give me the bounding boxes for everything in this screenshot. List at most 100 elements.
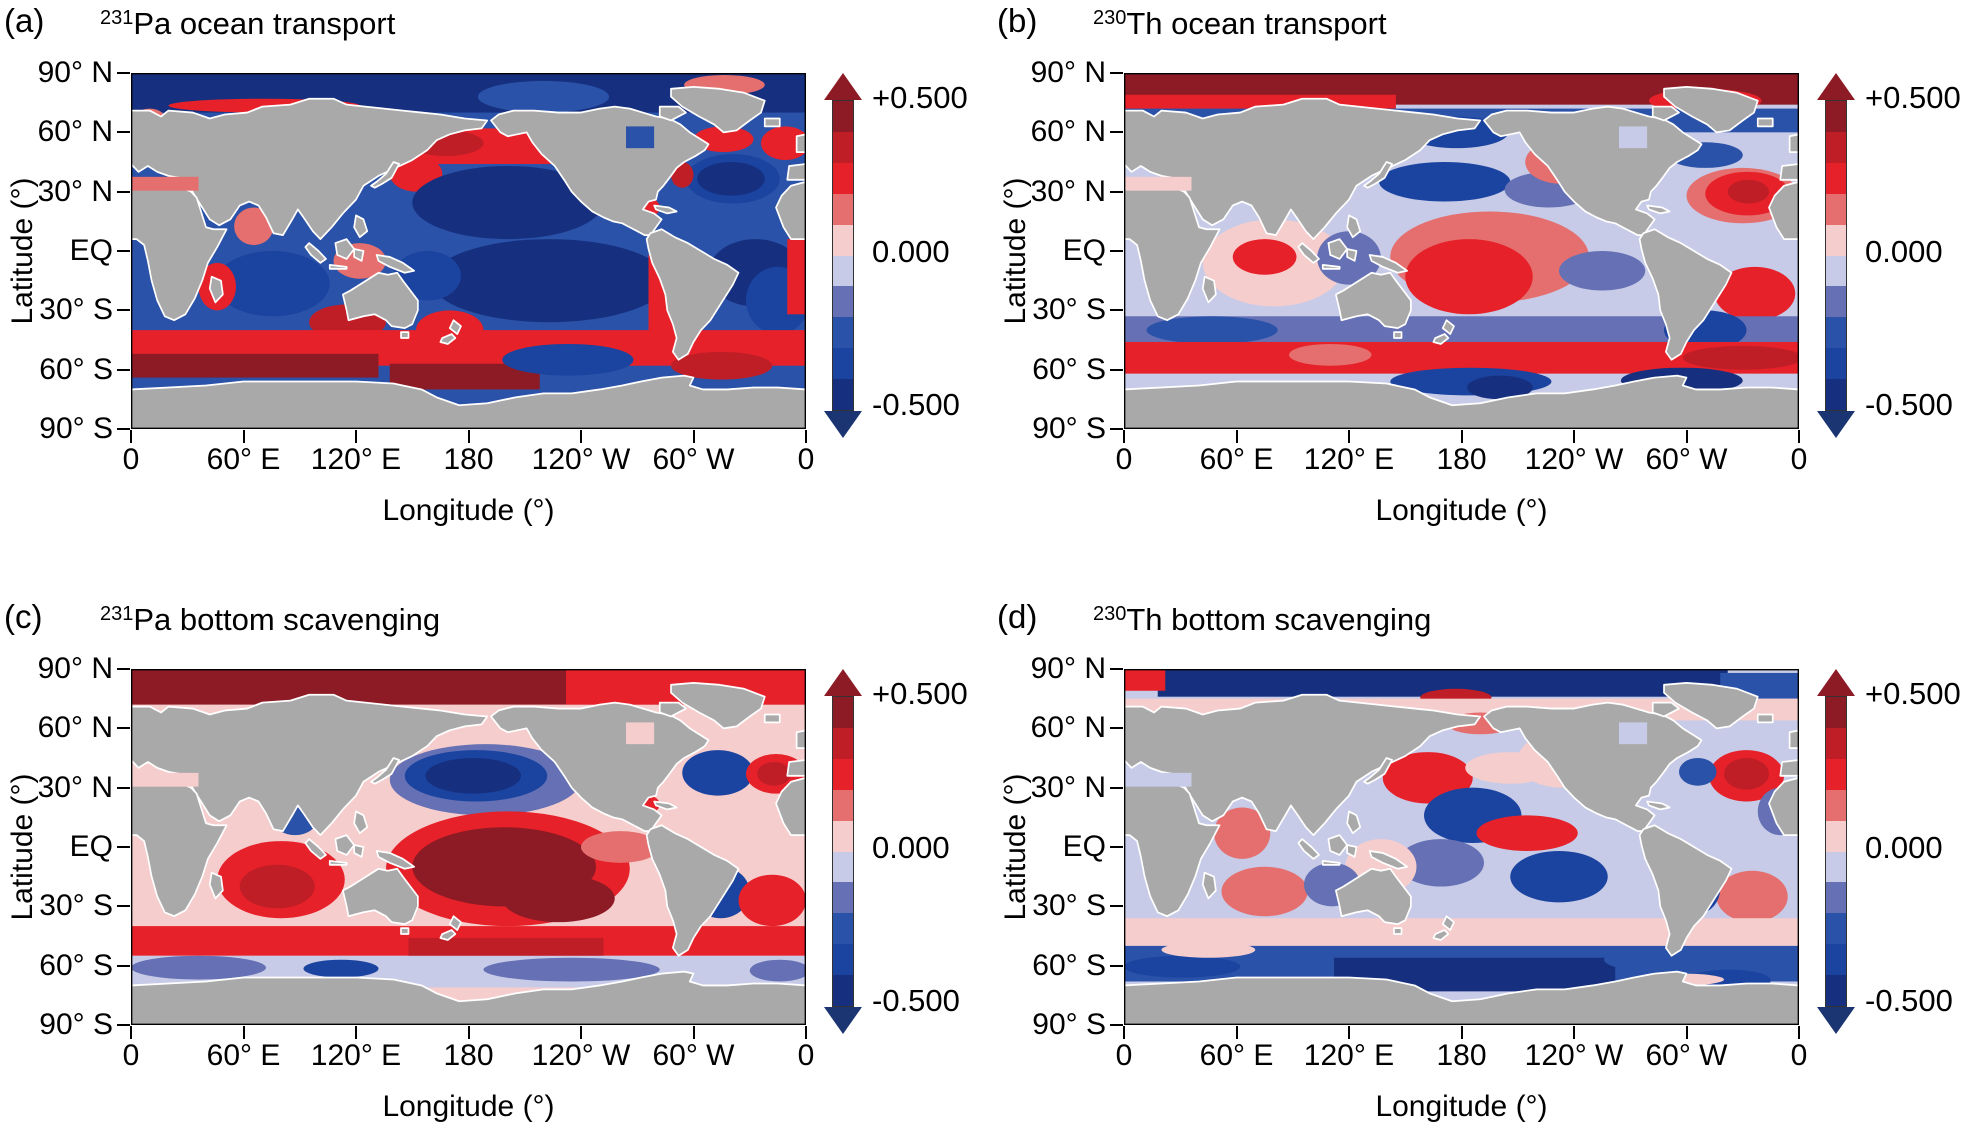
colorbar — [824, 73, 862, 438]
lon-tick-label: 0 — [1790, 1039, 1808, 1072]
lon-tick-label: 180 — [1436, 443, 1487, 476]
panel-c-title-text: Pa bottom scavenging — [133, 602, 441, 637]
lon-tick-label: 0 — [797, 443, 815, 476]
lat-tick-label: 30° S — [39, 293, 113, 327]
colorbar-segment — [1826, 255, 1846, 287]
colorbar-min-label: -0.500 — [872, 983, 960, 1018]
lon-tick-label: 180 — [443, 1039, 494, 1072]
lat-tick-mark — [1110, 668, 1123, 670]
panel-c-tag: (c) — [4, 598, 43, 635]
colorbar-segment — [833, 348, 853, 380]
colorbar-arrow-up-icon — [1817, 73, 1855, 100]
colorbar-segment — [1826, 131, 1846, 163]
lon-tick-mark — [1685, 430, 1688, 443]
lat-tick-mark — [117, 428, 130, 430]
lon-tick-label: 0 — [1115, 443, 1133, 476]
colorbar-segment — [1826, 727, 1846, 759]
lat-tick-label: 90° N — [37, 652, 113, 685]
lat-tick-mark — [1110, 428, 1123, 430]
colorbar-segment — [1826, 317, 1846, 349]
colorbar-segment — [833, 913, 853, 945]
lon-tick-label: 120° W — [531, 1039, 631, 1072]
panel-d-tag: (d) — [997, 598, 1038, 635]
isotope-superscript: 230 — [1093, 7, 1127, 29]
lon-tick-label: 60° W — [1645, 443, 1728, 476]
colorbar — [1817, 669, 1855, 1034]
lat-tick-label: 90° S — [1032, 1008, 1106, 1041]
lat-tick-label: 90° S — [39, 1008, 113, 1041]
lon-tick-mark — [1685, 1026, 1688, 1039]
lon-tick-mark — [1798, 430, 1800, 443]
lon-tick-mark — [130, 430, 132, 443]
colorbar-segment — [833, 131, 853, 163]
lat-tick-mark — [117, 964, 130, 967]
colorbar-arrow-up-icon — [1817, 669, 1855, 696]
colorbar-segment — [833, 101, 853, 132]
lon-tick-label: 120° E — [1303, 443, 1395, 476]
x-axis-label: Longitude (°) — [382, 1090, 555, 1123]
colorbar-segment — [1826, 162, 1846, 194]
lat-tick-label: 90° S — [1032, 412, 1106, 445]
panel-b-title-text: Th ocean transport — [1126, 6, 1387, 41]
lon-tick-label: 0 — [1115, 1039, 1133, 1072]
panel-a-title: 231Pa ocean transport — [100, 6, 395, 42]
lat-tick-mark — [117, 309, 130, 312]
lat-tick-mark — [117, 368, 130, 371]
lon-tick-label: 60° W — [652, 1039, 735, 1072]
lat-tick-mark — [1110, 727, 1123, 730]
panel-a: (a) 231Pa ocean transport Latitude (°) L… — [0, 0, 982, 540]
colorbar-segment — [833, 851, 853, 883]
lon-tick-mark — [355, 430, 357, 443]
lat-tick-mark — [1110, 309, 1123, 312]
lat-tick-mark — [1110, 905, 1123, 908]
lat-tick-mark — [1110, 72, 1123, 74]
lat-tick-mark — [117, 190, 130, 193]
colorbar-segment — [833, 975, 853, 1007]
lat-tick-mark — [1110, 190, 1123, 193]
lon-tick-label: 120° W — [1524, 1039, 1624, 1072]
lon-tick-label: 60° E — [1199, 443, 1274, 476]
colorbar-segment — [1826, 193, 1846, 225]
colorbar-segment — [1826, 820, 1846, 852]
lon-tick-mark — [1235, 1026, 1238, 1039]
lon-tick-label: 120° W — [1524, 443, 1624, 476]
lon-tick-mark — [692, 430, 695, 443]
lat-tick-label: 60° S — [39, 352, 113, 386]
panel-b: (b) 230Th ocean transport Latitude (°) L… — [993, 0, 1965, 540]
colorbar-gradient — [1825, 100, 1847, 411]
colorbar-segment — [833, 944, 853, 976]
lat-tick-label: EQ — [69, 234, 113, 267]
lon-tick-mark — [242, 1026, 245, 1039]
colorbar-segment — [1826, 851, 1846, 883]
colorbar-segment — [833, 162, 853, 194]
colorbar-mid-label: 0.000 — [1865, 234, 1943, 269]
x-axis-label: Longitude (°) — [1375, 494, 1548, 527]
lon-tick-mark — [1123, 430, 1125, 443]
colorbar-segment — [833, 882, 853, 914]
lat-tick-mark — [117, 727, 130, 730]
colorbar-segment — [1826, 286, 1846, 318]
world-map-svg — [1124, 73, 1799, 429]
panel-c: (c) 231Pa bottom scavenging Latitude (°)… — [0, 596, 982, 1136]
lat-tick-mark — [1110, 368, 1123, 371]
colorbar-segment — [1826, 975, 1846, 1007]
lat-tick-label: 60° N — [1030, 115, 1106, 149]
lon-tick-mark — [805, 1026, 807, 1039]
map-canvas — [1124, 669, 1799, 1025]
lon-tick-mark — [1798, 1026, 1800, 1039]
lat-tick-label: 30° N — [37, 770, 113, 804]
lon-tick-label: 120° E — [310, 1039, 402, 1072]
colorbar-segment — [1826, 348, 1846, 380]
lon-tick-label: 60° W — [1645, 1039, 1728, 1072]
colorbar-segment — [833, 224, 853, 256]
lon-tick-label: 60° E — [206, 443, 281, 476]
colorbar-gradient — [1825, 696, 1847, 1007]
colorbar-segment — [833, 727, 853, 759]
colorbar — [824, 669, 862, 1034]
lat-tick-label: 30° S — [1032, 293, 1106, 327]
colorbar-segment — [833, 789, 853, 821]
lat-tick-label: 30° S — [39, 889, 113, 923]
lat-tick-mark — [1110, 131, 1123, 134]
lat-tick-label: 30° N — [1030, 174, 1106, 208]
colorbar — [1817, 73, 1855, 438]
